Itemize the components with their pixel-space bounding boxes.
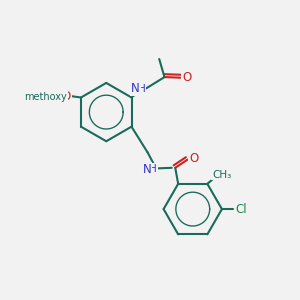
Text: methoxy: methoxy bbox=[24, 92, 67, 102]
Text: O: O bbox=[62, 89, 71, 103]
Text: O: O bbox=[182, 71, 192, 84]
Text: O: O bbox=[189, 152, 199, 165]
Text: H: H bbox=[149, 164, 157, 174]
Text: CH₃: CH₃ bbox=[212, 169, 232, 179]
Text: N: N bbox=[142, 163, 151, 176]
Text: N: N bbox=[131, 82, 140, 95]
Text: H: H bbox=[138, 84, 146, 94]
Text: Cl: Cl bbox=[236, 202, 247, 216]
